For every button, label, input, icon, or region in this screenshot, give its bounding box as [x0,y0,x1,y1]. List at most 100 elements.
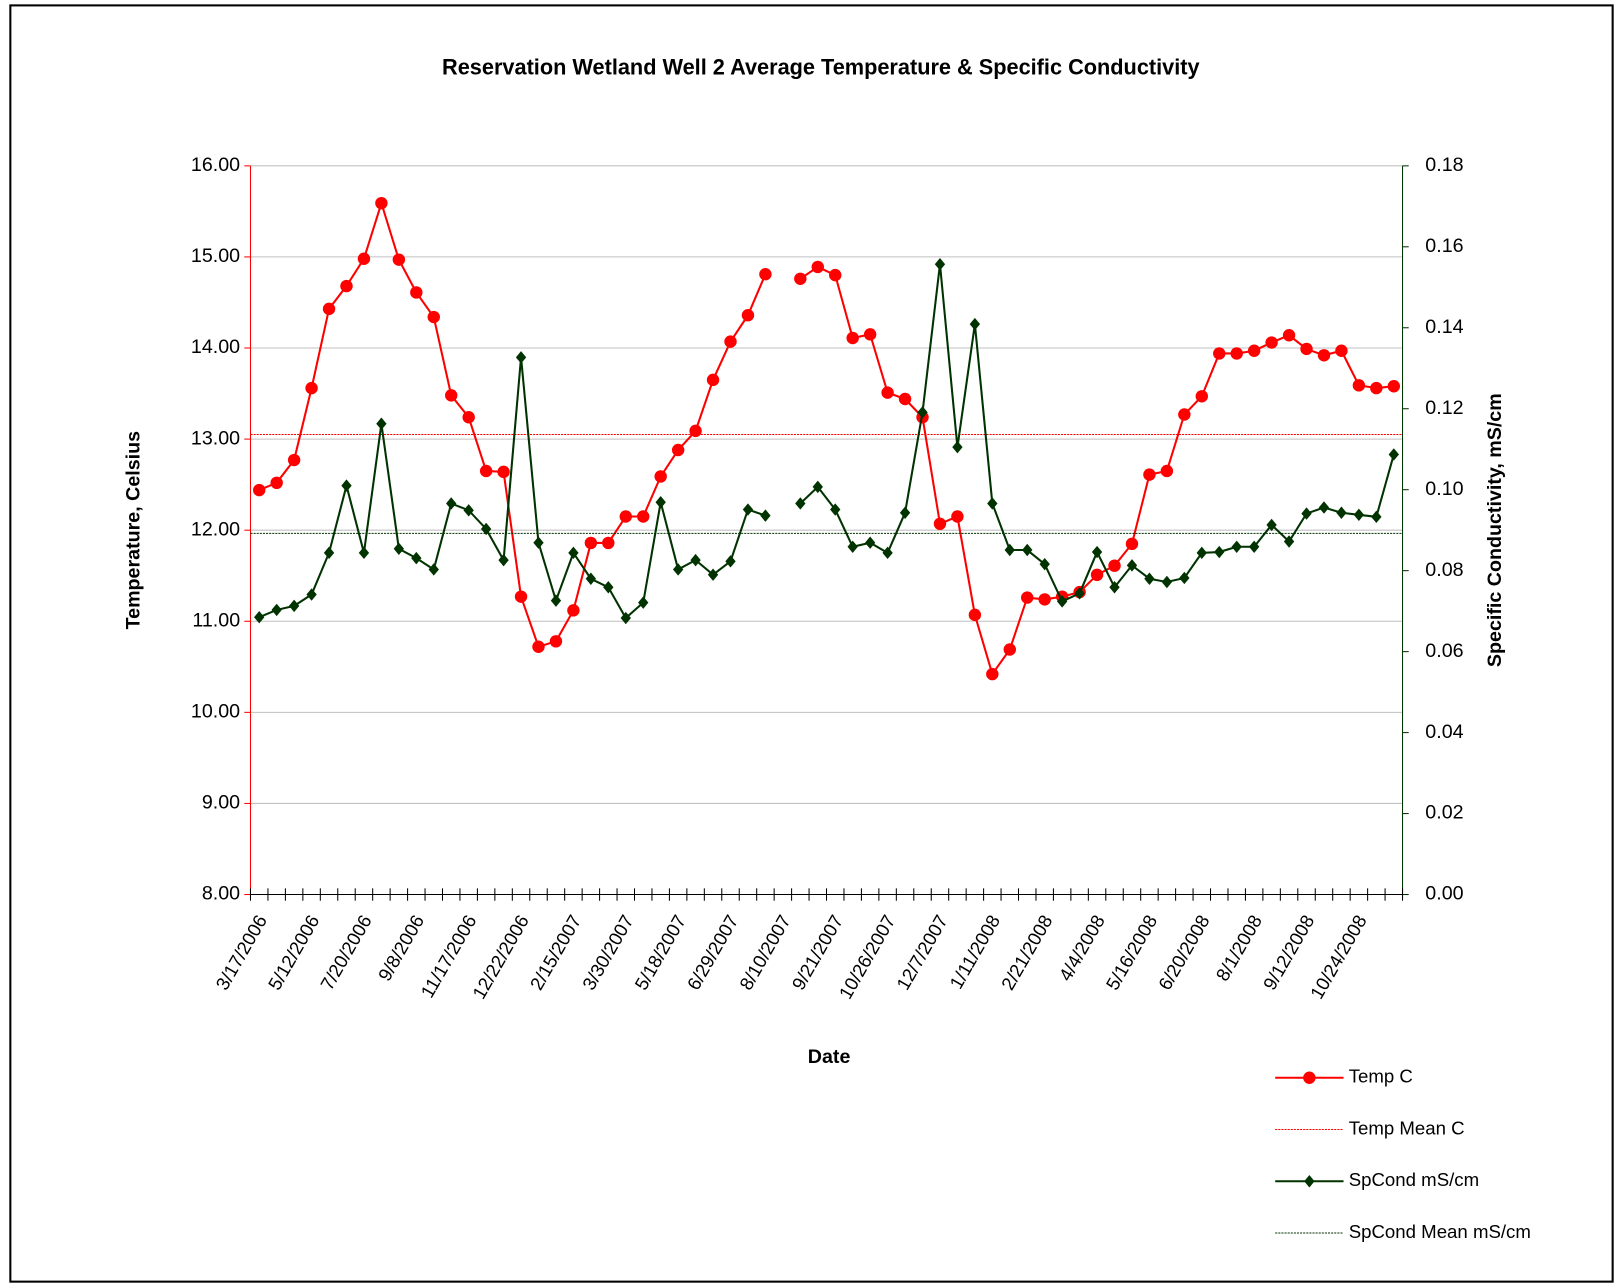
data-point [882,546,893,560]
data-point [514,590,528,603]
data-point [340,279,353,293]
data-point [271,603,282,617]
y2-tick-label: 0.04 [1425,721,1463,743]
data-point [968,608,982,622]
data-point [1318,501,1330,514]
data-point [480,522,492,536]
data-point [951,510,964,523]
y2-tick-label: 0.12 [1425,397,1463,419]
data-point [1247,344,1261,357]
data-point [550,594,562,607]
y-tick-label: 8.00 [202,883,240,905]
data-point [706,373,720,387]
data-point [1091,545,1103,559]
legend-label: Temp C [1349,1066,1413,1087]
data-point [410,286,423,299]
data-point [533,536,544,549]
data-point [1335,344,1348,357]
y2-tick-label: 0.00 [1425,883,1463,905]
data-point [602,536,615,550]
data-point [462,411,475,424]
data-point [392,253,406,266]
data-point [689,424,702,438]
data-point [1282,329,1296,342]
data-point [427,310,440,324]
chart-border [9,4,1614,1283]
data-point [1125,537,1139,551]
data-point [654,470,667,483]
data-point [620,611,631,625]
y-axis-label: Temperature, Celsius [123,431,145,630]
chart-title: Reservation Wetland Well 2 Average Tempe… [442,54,1200,79]
data-point [881,386,894,399]
y2-tick-label: 0.16 [1425,235,1463,257]
data-point [671,443,685,457]
data-point [760,509,771,522]
data-point [1004,543,1015,557]
data-point [794,272,807,285]
y2-tick-label: 0.18 [1425,154,1463,176]
data-point [323,546,335,560]
data-point [1387,380,1401,393]
data-point [1178,408,1191,421]
data-point [742,503,754,516]
data-point [830,503,841,516]
legend-label: SpCond Mean mS/cm [1349,1221,1531,1242]
y-tick-label: 13.00 [191,427,240,449]
data-point [1266,518,1277,532]
data-point [1371,510,1382,524]
data-point [1248,540,1260,553]
data-point [725,555,736,568]
data-point [986,667,999,681]
data-point [1195,390,1209,403]
data-point [497,465,510,479]
data-point [952,440,963,454]
data-point [899,506,911,519]
data-point [1301,507,1312,520]
data-point [1196,546,1207,560]
data-point [549,635,563,648]
y2-tick-label: 0.10 [1425,478,1463,500]
data-point [532,640,545,653]
y-tick-label: 16.00 [191,154,240,176]
y2-tick-label: 0.02 [1425,802,1463,824]
data-point [672,563,684,576]
data-point [619,510,632,523]
data-point [864,536,876,549]
data-point [655,496,666,509]
data-point [568,546,579,560]
data-point [1213,347,1226,360]
data-point [357,252,371,265]
data-point [690,553,701,567]
data-point [724,335,737,348]
data-point [1143,468,1156,481]
data-point [584,536,598,550]
legend-label: SpCond mS/cm [1349,1169,1479,1190]
data-point [1388,448,1399,461]
legend-label: Temp Mean C [1349,1117,1465,1138]
data-point [917,406,928,419]
data-point [1108,559,1121,572]
data-point [811,260,824,274]
data-point [567,604,580,617]
data-point [603,581,614,594]
data-point [707,568,719,581]
data-point [1265,336,1278,349]
data-point [1370,381,1383,395]
data-point [1038,593,1051,606]
y-tick-label: 15.00 [191,245,240,267]
data-point [829,268,842,282]
data-point [270,476,283,490]
data-point [812,480,823,494]
data-point [375,196,388,210]
data-point [341,479,352,492]
data-point [305,381,318,395]
legend-marker [1303,1071,1316,1084]
data-point [445,389,458,402]
data-point [637,510,650,523]
data-point [898,392,912,406]
y-tick-label: 9.00 [202,792,240,814]
data-point [287,453,301,467]
data-point [638,596,649,609]
